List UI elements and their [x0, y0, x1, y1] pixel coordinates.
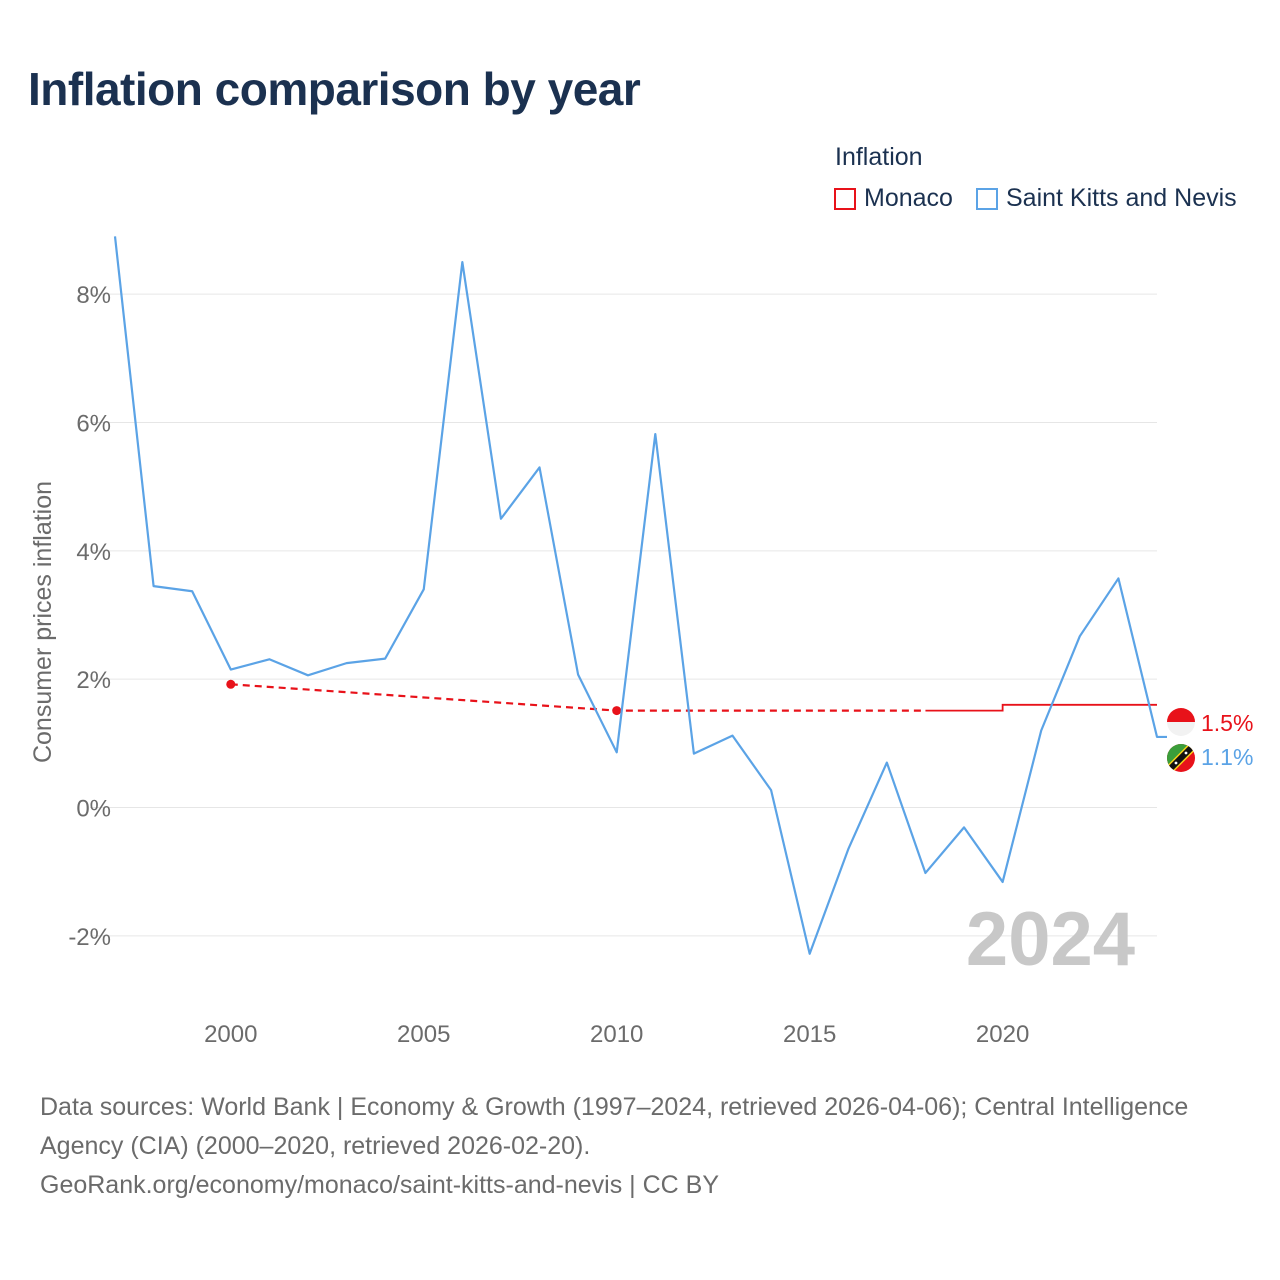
x-tick-label: 2010 — [590, 1021, 643, 1048]
chart-title: Inflation comparison by year — [28, 63, 641, 115]
legend-item-saint-kitts-and-nevis[interactable]: Saint Kitts and Nevis — [976, 184, 1237, 213]
x-tick-label: 2015 — [783, 1021, 836, 1048]
legend-label-saint-kitts-and-nevis: Saint Kitts and Nevis — [1006, 184, 1237, 212]
series-layer — [113, 236, 1167, 955]
y-axis-ticks: -2% 0% 2% 4% 6% 8% — [68, 282, 111, 951]
saint-kitts-and-nevis-line — [113, 236, 1167, 955]
monaco-data-point — [226, 679, 236, 689]
data-sources-line-1: Data sources: World Bank | Economy & Gro… — [40, 1093, 1189, 1121]
monaco-line — [925, 703, 1157, 712]
x-tick-label: 2005 — [397, 1021, 450, 1048]
y-axis-label: Consumer prices inflation — [29, 481, 57, 763]
legend-item-monaco[interactable]: Monaco — [834, 184, 953, 213]
saint-kitts-and-nevis-end-value-label: 1.1% — [1201, 744, 1253, 770]
legend-title: Inflation — [835, 143, 923, 171]
source-link[interactable]: GeoRank.org/economy/monaco/saint-kitts-a… — [40, 1171, 720, 1199]
gridlines — [90, 293, 1157, 937]
monaco-data-point — [612, 706, 622, 716]
year-watermark: 2024 — [966, 897, 1135, 982]
legend-swatch-saint-kitts-and-nevis — [976, 187, 998, 210]
legend-label-monaco: Monaco — [864, 184, 953, 212]
footer: Data sources: World Bank | Economy & Gro… — [40, 1088, 1250, 1205]
line-chart: -2% 0% 2% 4% 6% 8% 2000 2005 2010 2015 2020 Consu… — [29, 236, 1253, 1048]
x-tick-label: 2000 — [204, 1021, 257, 1048]
y-tick-label: 4% — [76, 539, 111, 566]
y-tick-label: 0% — [76, 796, 111, 823]
saint-kitts-and-nevis-flag-icon — [1167, 744, 1195, 772]
data-sources-line-2: Agency (CIA) (2000–2020, retrieved 2026-… — [40, 1132, 591, 1160]
y-tick-label: -2% — [68, 924, 111, 951]
x-tick-label: 2020 — [976, 1021, 1029, 1048]
x-axis-ticks: 2000 2005 2010 2015 2020 — [204, 1021, 1029, 1048]
monaco-end-value-label: 1.5% — [1201, 710, 1253, 736]
y-tick-label: 8% — [76, 282, 111, 309]
monaco-dashed-line — [230, 683, 926, 712]
legend-swatch-monaco — [834, 187, 856, 210]
y-tick-label: 2% — [76, 667, 111, 694]
monaco-flag-icon — [1167, 708, 1195, 736]
y-tick-label: 6% — [76, 411, 111, 438]
